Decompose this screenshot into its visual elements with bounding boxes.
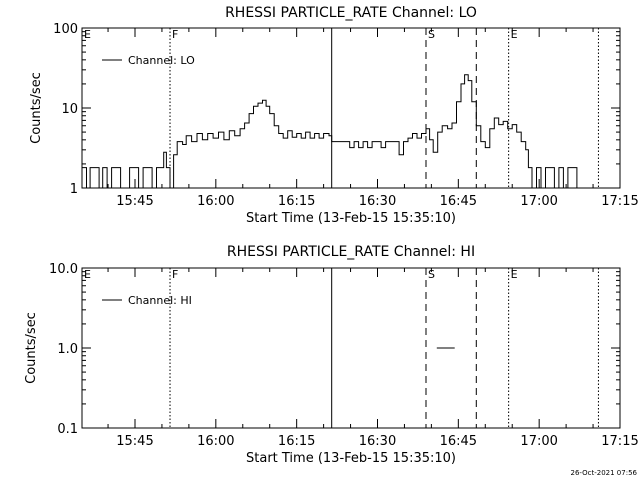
legend-entry: Channel: HI: [128, 294, 192, 307]
marker-label: S: [428, 268, 435, 281]
plot-frame: [81, 267, 621, 429]
panel-channel-hi: RHESSI PARTICLE_RATE Channel: HI 0.1 1.0 10…: [24, 244, 639, 466]
marker-label: E: [84, 28, 91, 41]
x-tick-label: 15:45: [116, 194, 153, 209]
y-tick-label: 1.0: [57, 342, 78, 357]
x-axis-label: Start Time (13-Feb-15 15:35:10): [246, 451, 456, 466]
chart-title: RHESSI PARTICLE_RATE Channel: HI: [227, 244, 475, 260]
y-tick-label: 10.0: [49, 262, 78, 277]
x-tick-label: 17:15: [601, 434, 638, 449]
x-tick-label: 16:30: [359, 434, 396, 449]
x-tick-label: 16:45: [440, 434, 477, 449]
timestamp-label: 26-Oct-2021 07:56: [571, 469, 638, 477]
marker-label: E: [511, 28, 518, 41]
y-tick-label: 100: [53, 22, 78, 37]
x-tick-label: 17:00: [520, 434, 557, 449]
chart-title: RHESSI PARTICLE_RATE Channel: LO: [225, 5, 477, 21]
x-tick-label: 16:45: [440, 194, 477, 209]
marker-label: F: [172, 268, 178, 281]
x-tick-label: 16:00: [197, 194, 234, 209]
x-tick-label: 16:15: [278, 434, 315, 449]
y-tick-label: 0.1: [57, 422, 78, 437]
marker-label: E: [511, 268, 518, 281]
x-tick-label: 15:45: [116, 434, 153, 449]
legend-entry: Channel: LO: [128, 54, 195, 67]
y-axis-label: Counts/sec: [29, 72, 44, 144]
marker-label: S: [428, 28, 435, 41]
x-tick-label: 17:15: [601, 194, 638, 209]
x-axis-label: Start Time (13-Feb-15 15:35:10): [246, 211, 456, 226]
x-tick-label: 17:00: [520, 194, 557, 209]
marker-label: F: [172, 28, 178, 41]
y-tick-label: 10: [61, 102, 78, 117]
x-tick-label: 16:15: [278, 194, 315, 209]
series-line: [82, 74, 578, 189]
marker-label: E: [84, 268, 91, 281]
y-tick-label: 1: [70, 182, 78, 197]
x-tick-label: 16:00: [197, 434, 234, 449]
panel-channel-lo: RHESSI PARTICLE_RATE Channel: LO 1 10 100 15…: [29, 5, 639, 226]
y-axis-label: Counts/sec: [24, 312, 39, 384]
x-tick-label: 16:30: [359, 194, 396, 209]
plot-frame: [81, 27, 621, 189]
